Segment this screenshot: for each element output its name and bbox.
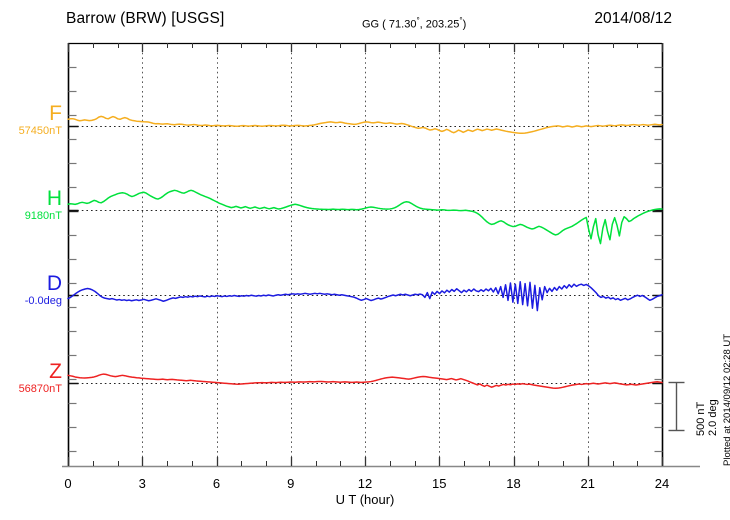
- x-tick-label: 6: [212, 476, 221, 491]
- trace-d: [67, 281, 663, 312]
- component-label-f: F 57450nT: [0, 103, 62, 137]
- x-axis-title: U T (hour): [335, 492, 395, 507]
- observation-date: 2014/08/12: [594, 10, 672, 27]
- axis-ticks-layer: [67, 43, 664, 466]
- plotted-timestamp: Plotted at 2014/09/12 02:28 UT: [722, 333, 730, 466]
- component-letter-f: F: [49, 102, 62, 125]
- x-tick-label: 3: [138, 476, 146, 491]
- traces-layer: [67, 115, 663, 390]
- trace-h: [67, 189, 663, 245]
- gridlines-layer: [142, 43, 589, 466]
- trace-z: [67, 373, 663, 390]
- geo-latitude: 71.30: [388, 18, 417, 31]
- component-baseline-h: 9180nT: [24, 210, 62, 222]
- component-label-h: H 9180nT: [0, 188, 62, 222]
- component-label-z: Z 56870nT: [0, 361, 62, 395]
- degree-symbol-lat: °: [416, 16, 420, 25]
- scale-bar-nt: 500 nT: [695, 401, 707, 436]
- x-tick-label: 21: [580, 476, 595, 491]
- component-letter-h: H: [46, 187, 62, 210]
- scale-bar-layer: [668, 381, 685, 432]
- trace-f: [67, 115, 663, 135]
- degree-symbol-lon: °: [459, 16, 463, 25]
- x-tick-label: 0: [64, 476, 72, 491]
- geo-longitude: 203.25: [425, 18, 460, 31]
- component-letter-d: D: [46, 272, 62, 295]
- component-baseline-d: -0.0deg: [24, 295, 62, 307]
- x-tick-label: 15: [432, 476, 447, 491]
- x-tick-label: 12: [357, 476, 373, 491]
- station-title: Barrow (BRW) [USGS]: [66, 10, 225, 27]
- x-tick-label: 9: [287, 476, 295, 491]
- axis-frame-layer: [62, 42, 700, 468]
- component-baseline-z: 56870nT: [18, 383, 62, 395]
- component-letter-z: Z: [49, 360, 62, 383]
- x-tick-label: 18: [506, 476, 521, 491]
- component-label-d: D -0.0deg: [0, 273, 62, 307]
- scale-bar-label: 500 nT 2.0 deg: [695, 399, 719, 436]
- x-tick-label: 24: [654, 476, 670, 491]
- geographic-coordinates: GG ( 71.30°, 203.25°): [362, 16, 467, 31]
- component-baseline-f: 57450nT: [18, 125, 62, 137]
- scale-bar-deg: 2.0 deg: [706, 399, 719, 436]
- geo-system-label: GG: [362, 18, 380, 31]
